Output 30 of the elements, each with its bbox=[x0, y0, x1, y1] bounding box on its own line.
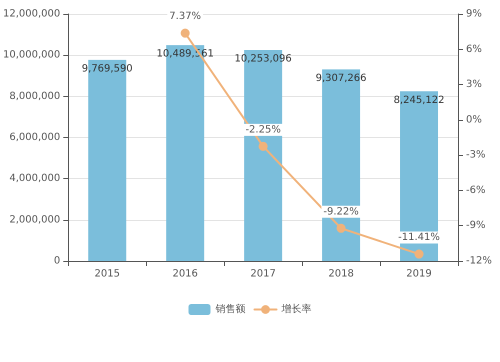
y-tick-label: 0 bbox=[54, 256, 60, 266]
y2-tick-label: -9% bbox=[466, 220, 486, 232]
y2-tick-label: 0% bbox=[466, 114, 482, 126]
data-label: -9.22% bbox=[323, 206, 359, 218]
x-tick-label: 2015 bbox=[94, 268, 120, 280]
y-tick-label: 6,000,000 bbox=[9, 132, 60, 143]
data-label: -11.41% bbox=[398, 232, 440, 244]
point bbox=[414, 250, 424, 259]
x-tick-label: 2019 bbox=[406, 268, 432, 280]
y-tick-label: 2,000,000 bbox=[9, 214, 60, 226]
point bbox=[258, 142, 268, 151]
y2-tick-label: -12% bbox=[466, 256, 492, 266]
y-tick-label: 12,000,000 bbox=[2, 8, 60, 20]
y-tick-label: 4,000,000 bbox=[9, 173, 60, 184]
y2-tick-label: -3% bbox=[466, 150, 486, 161]
point bbox=[336, 224, 346, 233]
y2-tick-label: -6% bbox=[466, 184, 486, 196]
y-tick-label: 10,000,000 bbox=[2, 50, 60, 61]
y2-tick-label: 3% bbox=[466, 79, 482, 90]
y-tick-label: 8,000,000 bbox=[9, 90, 60, 102]
data-label: -2.25% bbox=[245, 124, 281, 136]
y2-tick-label: 9% bbox=[466, 8, 482, 20]
legend-label: 销售额 bbox=[214, 303, 246, 315]
x-tick-label: 2016 bbox=[172, 268, 198, 280]
legend-label: 增长率 bbox=[280, 303, 312, 315]
x-tick-label: 2018 bbox=[328, 268, 354, 280]
data-label: 7.37% bbox=[169, 11, 202, 22]
point bbox=[180, 28, 190, 38]
y2-tick-label: 6% bbox=[466, 44, 482, 55]
x-tick-label: 2017 bbox=[250, 268, 276, 280]
